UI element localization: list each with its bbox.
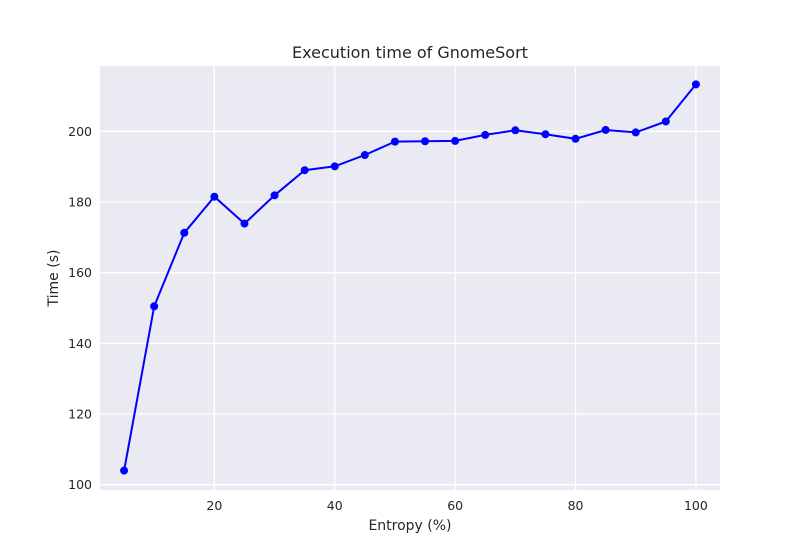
data-point (180, 228, 189, 237)
plot-background (100, 66, 720, 490)
series-line (123, 83, 697, 471)
y-tick-label: 120 (68, 407, 92, 422)
x-tick-label: 60 (447, 498, 463, 513)
data-point (601, 125, 610, 134)
y-tick-label: 180 (68, 195, 92, 210)
data-point (360, 151, 369, 160)
data-point (300, 166, 309, 175)
x-axis-label: Entropy (%) (368, 518, 451, 534)
data-point (631, 128, 640, 137)
y-tick-label: 200 (68, 124, 92, 139)
data-point (150, 302, 159, 311)
grid-lines (100, 66, 720, 490)
y-axis-label: Time (s) (46, 250, 62, 308)
data-point (421, 137, 430, 146)
data-point (541, 130, 550, 139)
data-point (210, 192, 219, 201)
x-tick-label: 80 (568, 498, 584, 513)
data-point (330, 162, 339, 171)
data-point (240, 219, 249, 228)
chart-title: Execution time of GnomeSort (292, 43, 528, 62)
data-point (270, 191, 279, 200)
data-point (390, 137, 399, 146)
x-tick-label: 40 (327, 498, 343, 513)
data-point (451, 136, 460, 145)
y-tick-label: 160 (68, 265, 92, 280)
data-point (661, 117, 670, 126)
y-tick-label: 140 (68, 336, 92, 351)
data-point (511, 126, 520, 135)
data-points (120, 80, 700, 475)
y-tick-label: 100 (68, 477, 92, 492)
tick-labels: 20 40 60 80 100 100 120 140 160 180 200 (68, 124, 708, 513)
data-point (571, 134, 580, 143)
x-tick-label: 20 (206, 498, 222, 513)
data-point (691, 80, 700, 89)
data-point (120, 466, 129, 475)
data-point (481, 130, 490, 139)
x-tick-label: 100 (684, 498, 708, 513)
